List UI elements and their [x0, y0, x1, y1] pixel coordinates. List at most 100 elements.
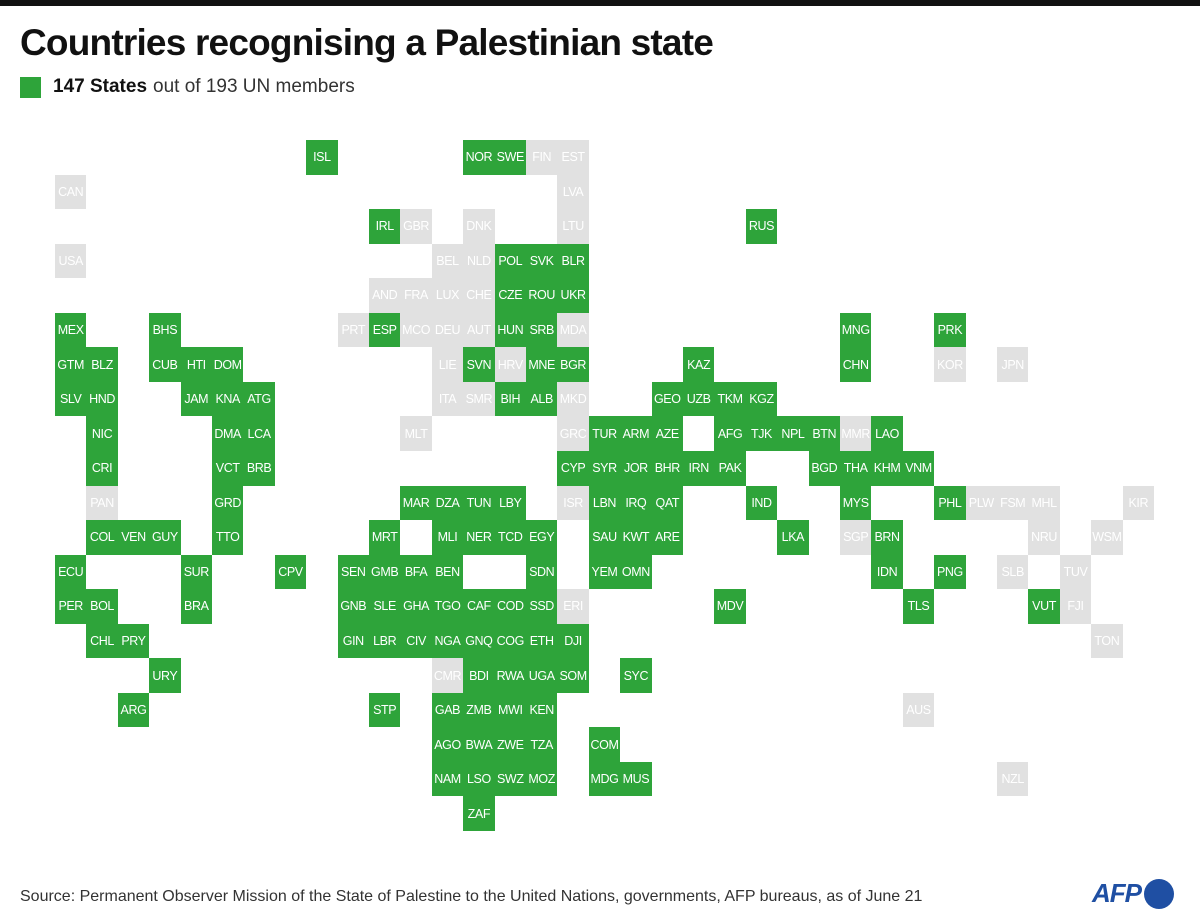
country-tile-wsm: WSM — [1091, 520, 1123, 555]
country-tile-kor: KOR — [934, 347, 966, 382]
source-note: Source: Permanent Observer Mission of th… — [20, 888, 923, 905]
legend-swatch — [20, 76, 41, 98]
country-tile-mlt: MLT — [400, 416, 432, 451]
country-tile-gab: GAB — [431, 692, 464, 728]
country-tile-grd: GRD — [212, 485, 244, 521]
country-tile-lva: LVA — [557, 174, 589, 210]
country-tile-nor: NOR — [463, 140, 495, 175]
country-tile-ken: KEN — [526, 692, 558, 728]
country-tile-tkm: TKM — [714, 381, 746, 417]
country-tile-nru: NRU — [1028, 520, 1060, 555]
country-tile-ita: ITA — [431, 381, 464, 417]
country-tile-geo: GEO — [651, 381, 683, 417]
country-tile-pry: PRY — [117, 623, 150, 659]
country-tile-gnb: GNB — [337, 589, 369, 624]
country-tile-mne: MNE — [526, 347, 558, 382]
country-tile-sdn: SDN — [526, 554, 558, 590]
country-tile-tur: TUR — [588, 416, 621, 451]
country-tile-guy: GUY — [149, 520, 181, 555]
country-tile-fji: FJI — [1059, 589, 1092, 624]
country-tile-blz: BLZ — [86, 347, 118, 382]
country-tile-tha: THA — [840, 450, 872, 486]
country-tile-tls: TLS — [902, 589, 935, 624]
country-tile-nga: NGA — [431, 623, 464, 659]
country-tile-are: ARE — [651, 520, 683, 555]
country-tile-eri: ERI — [557, 589, 589, 624]
country-tile-rwa: RWA — [494, 658, 526, 693]
country-tile-lka: LKA — [777, 520, 809, 555]
country-tile-mdg: MDG — [588, 761, 621, 797]
legend: 147 States out of 193 UN members — [20, 76, 355, 98]
country-tile-ukr: UKR — [557, 278, 589, 313]
country-tile-irn: IRN — [683, 450, 715, 486]
country-tile-lbn: LBN — [588, 485, 621, 521]
country-tile-cod: COD — [494, 589, 526, 624]
country-tile-can: CAN — [55, 174, 87, 210]
country-tile-fin: FIN — [526, 140, 558, 175]
country-tile-dza: DZA — [431, 485, 464, 521]
country-tile-mys: MYS — [840, 485, 872, 521]
country-tile-tgo: TGO — [431, 589, 464, 624]
country-tile-cmr: CMR — [431, 658, 464, 693]
country-tile-kwt: KWT — [620, 520, 652, 555]
country-tile-kna: KNA — [212, 381, 244, 417]
country-tile-gbr: GBR — [400, 209, 432, 244]
country-tile-omn: OMN — [620, 554, 652, 590]
country-tile-lao: LAO — [871, 416, 903, 451]
country-tile-ury: URY — [149, 658, 181, 693]
country-tile-aze: AZE — [651, 416, 683, 451]
country-tile-bwa: BWA — [463, 727, 495, 762]
country-tile-tun: TUN — [463, 485, 495, 521]
country-tile-bih: BIH — [494, 381, 526, 417]
country-tile-ben: BEN — [431, 554, 464, 590]
country-tile-kaz: KAZ — [683, 347, 715, 382]
country-tile-sau: SAU — [588, 520, 621, 555]
country-tile-gmb: GMB — [369, 554, 401, 590]
country-tile-png: PNG — [934, 554, 966, 590]
country-tile-dom: DOM — [212, 347, 244, 382]
country-tile-aut: AUT — [463, 312, 495, 348]
country-tile-mda: MDA — [557, 312, 589, 348]
afp-logo: AFP — [1092, 878, 1174, 909]
country-tile-sle: SLE — [369, 589, 401, 624]
legend-rest: out of 193 UN members — [153, 76, 355, 97]
country-tile-btn: BTN — [808, 416, 840, 451]
country-tile-ltu: LTU — [557, 209, 589, 244]
country-tile-cub: CUB — [149, 347, 181, 382]
country-tile-bra: BRA — [180, 589, 212, 624]
country-tile-svn: SVN — [463, 347, 495, 382]
country-tile-vct: VCT — [212, 450, 244, 486]
country-tile-col: COL — [86, 520, 118, 555]
country-tile-mar: MAR — [400, 485, 432, 521]
legend-count: 147 States — [53, 76, 148, 97]
country-tile-hti: HTI — [180, 347, 212, 382]
country-tile-irl: IRL — [369, 209, 401, 244]
country-tile-uzb: UZB — [683, 381, 715, 417]
country-tile-moz: MOZ — [526, 761, 558, 797]
country-tile-alb: ALB — [526, 381, 558, 417]
country-tile-cyp: CYP — [557, 450, 589, 486]
country-tile-pak: PAK — [714, 450, 746, 486]
country-tile-tza: TZA — [526, 727, 558, 762]
country-tile-hnd: HND — [86, 381, 118, 417]
country-tile-mrt: MRT — [369, 520, 401, 555]
country-tile-grc: GRC — [557, 416, 589, 451]
country-tile-zwe: ZWE — [494, 727, 526, 762]
country-tile-afg: AFG — [714, 416, 746, 451]
country-tile-mmr: MMR — [840, 416, 872, 451]
country-tile-bhr: BHR — [651, 450, 683, 486]
country-tile-srb: SRB — [526, 312, 558, 348]
country-tile-fsm: FSM — [997, 485, 1029, 521]
country-tile-swe: SWE — [494, 140, 526, 175]
country-tile-arm: ARM — [620, 416, 652, 451]
country-tile-lca: LCA — [243, 416, 275, 451]
country-tile-plw: PLW — [965, 485, 997, 521]
country-tile-svk: SVK — [526, 243, 558, 279]
country-tile-lux: LUX — [431, 278, 464, 313]
country-tile-som: SOM — [557, 658, 589, 693]
country-tile-bgr: BGR — [557, 347, 589, 382]
country-tile-chl: CHL — [86, 623, 118, 659]
country-tile-ssd: SSD — [526, 589, 558, 624]
country-tile-cog: COG — [494, 623, 526, 659]
country-tile-qat: QAT — [651, 485, 683, 521]
